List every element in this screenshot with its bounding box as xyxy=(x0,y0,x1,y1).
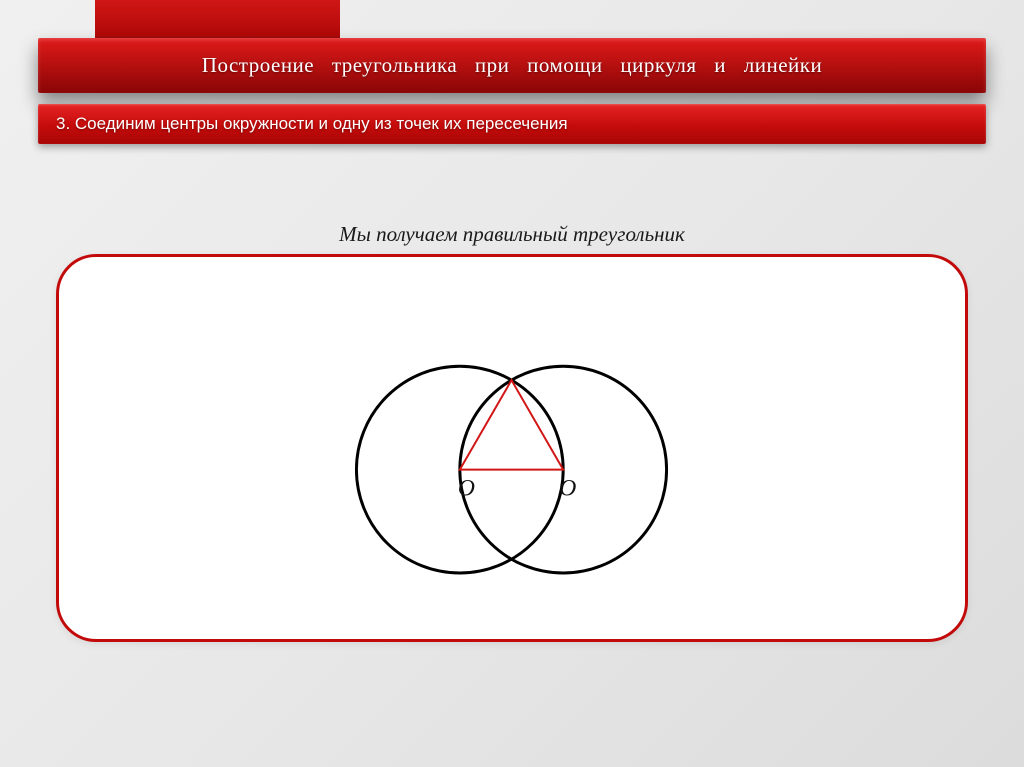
diagram-panel: О О xyxy=(56,254,968,642)
slide-title: Построение треугольника при помощи цирку… xyxy=(202,53,822,78)
center-label-left: О xyxy=(458,475,475,501)
center-label-right: О xyxy=(559,475,576,501)
title-band-inner: Построение треугольника при помощи цирку… xyxy=(40,40,984,91)
step-text: 3. Соединим центры окружности и одну из … xyxy=(56,114,568,134)
top-accent-strip xyxy=(95,0,340,38)
construction-diagram: О О xyxy=(59,257,965,639)
slide: Построение треугольника при помощи цирку… xyxy=(0,0,1024,767)
equilateral-triangle xyxy=(460,380,563,470)
subtitle: Мы получаем правильный треугольник xyxy=(0,222,1024,247)
step-band: 3. Соединим центры окружности и одну из … xyxy=(38,104,986,144)
